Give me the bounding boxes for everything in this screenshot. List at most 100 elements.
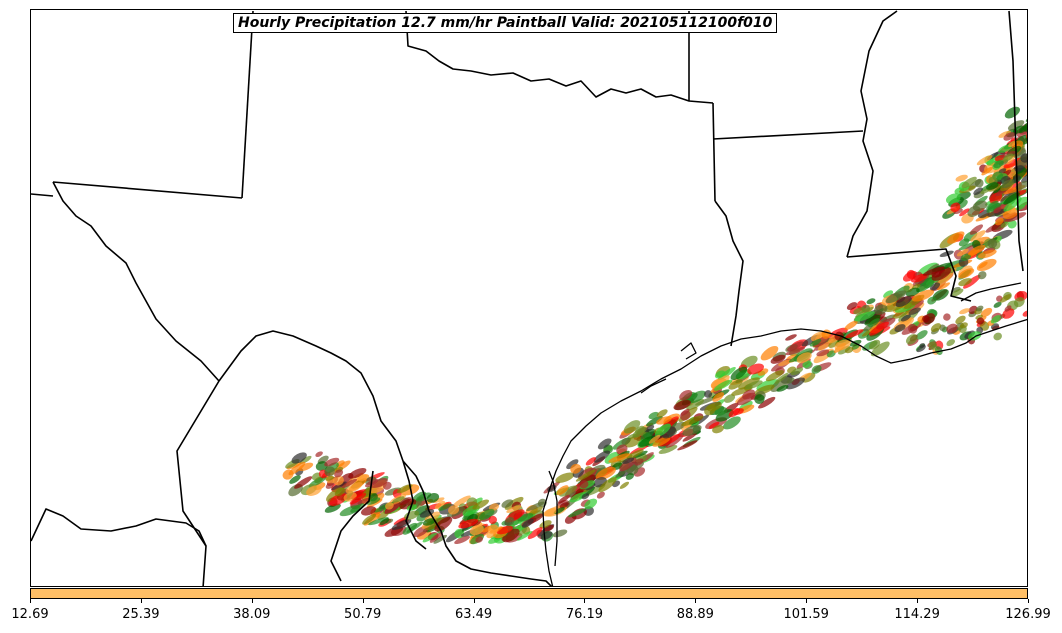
precip-blob (679, 389, 693, 401)
map-canvas (31, 10, 1027, 586)
precip-blob (329, 493, 348, 506)
precip-blob (945, 193, 961, 204)
precip-blob (959, 322, 968, 329)
precip-blob (951, 286, 961, 293)
precip-blob (796, 352, 812, 364)
precip-blob (623, 420, 641, 434)
precip-blob (930, 323, 942, 333)
precip-blob (1007, 120, 1025, 131)
precip-blob (516, 530, 533, 541)
precip-blob (1013, 297, 1025, 308)
precip-blob (527, 527, 543, 540)
precip-blob (345, 482, 363, 494)
colorbar-tick (362, 599, 364, 603)
precip-blob (883, 290, 894, 299)
precip-blob (656, 409, 668, 418)
precip-blob (911, 273, 927, 283)
precip-blob (956, 248, 969, 257)
precip-blob (911, 289, 935, 302)
precip-blob (1003, 192, 1020, 205)
precip-blob (939, 250, 954, 257)
precip-blob (568, 508, 587, 518)
precip-blob (844, 346, 854, 354)
precip-blob (986, 200, 999, 211)
precip-blob (708, 421, 720, 429)
precip-blob (681, 415, 704, 427)
precip-blob (438, 503, 452, 511)
precip-blob (728, 379, 743, 390)
precip-blob (778, 359, 793, 367)
mississippi-river (846, 10, 898, 258)
precip-blob (686, 398, 705, 411)
colorbar-tick (695, 599, 697, 603)
precip-blob (809, 338, 822, 347)
precip-blob (370, 477, 388, 489)
colorbar-tick-label: 50.79 (344, 607, 382, 622)
precip-blob (385, 502, 394, 510)
precip-blob (384, 503, 401, 514)
precip-blob (955, 174, 968, 182)
precip-blob (619, 481, 630, 489)
sonora-chihuahua-border (31, 508, 207, 547)
precip-blob (774, 372, 789, 384)
precip-blob (866, 298, 876, 305)
panhandle-west-border (241, 10, 254, 199)
rio-grande-big-bend (218, 330, 404, 462)
precip-blob (422, 518, 436, 526)
precip-blob (973, 187, 983, 196)
precip-blob (688, 390, 706, 403)
nm-border-south (31, 193, 54, 197)
precip-blob (873, 304, 888, 315)
precip-blob (517, 513, 534, 522)
precip-blob (786, 377, 805, 390)
precip-blob (968, 331, 982, 341)
precip-blob (816, 349, 830, 357)
precip-blob (900, 314, 911, 322)
precip-blob (597, 438, 612, 450)
precip-blob (604, 451, 620, 464)
precip-blob (707, 401, 722, 412)
precip-blob (644, 425, 655, 433)
ar-la-border (712, 130, 864, 140)
red-river-border (405, 10, 714, 104)
precip-blob (993, 207, 1002, 214)
precip-blob (333, 475, 344, 486)
precip-blob (851, 344, 860, 350)
precip-blob (325, 475, 335, 481)
precip-blob (923, 313, 936, 324)
precip-blob (521, 518, 534, 528)
precip-blob (802, 372, 816, 383)
precip-blob (730, 366, 748, 381)
precip-blob (315, 451, 323, 457)
precip-blob (908, 307, 921, 315)
colorbar-tick-label: 38.09 (233, 607, 271, 622)
precip-blob (864, 314, 881, 326)
colorbar-tick-label: 126.99 (1005, 607, 1051, 622)
precip-blob (1004, 305, 1012, 312)
precip-blob (569, 491, 577, 498)
rio-grande-lower (402, 460, 553, 586)
precip-blob (754, 394, 765, 404)
precip-blob (951, 288, 964, 297)
precip-blob (713, 379, 733, 391)
precip-blob (958, 238, 970, 247)
precip-blob (969, 224, 983, 235)
precip-blob (776, 385, 789, 392)
precip-blob (845, 329, 864, 339)
precip-blob (360, 506, 377, 516)
precip-blob (885, 290, 907, 304)
precip-blob (711, 375, 730, 389)
state-borders (31, 10, 1024, 586)
precip-blob (712, 425, 724, 434)
precip-blob (682, 424, 702, 436)
precip-blob (922, 277, 935, 289)
precip-blob (625, 473, 635, 480)
precip-blob (288, 461, 306, 476)
precip-blob (715, 409, 734, 422)
precip-blob (379, 518, 390, 526)
galveston-bay (640, 378, 667, 394)
precip-blob (986, 182, 999, 190)
barrier-island (548, 470, 558, 567)
precip-blob (648, 434, 661, 444)
colorbar-tick (584, 599, 586, 603)
